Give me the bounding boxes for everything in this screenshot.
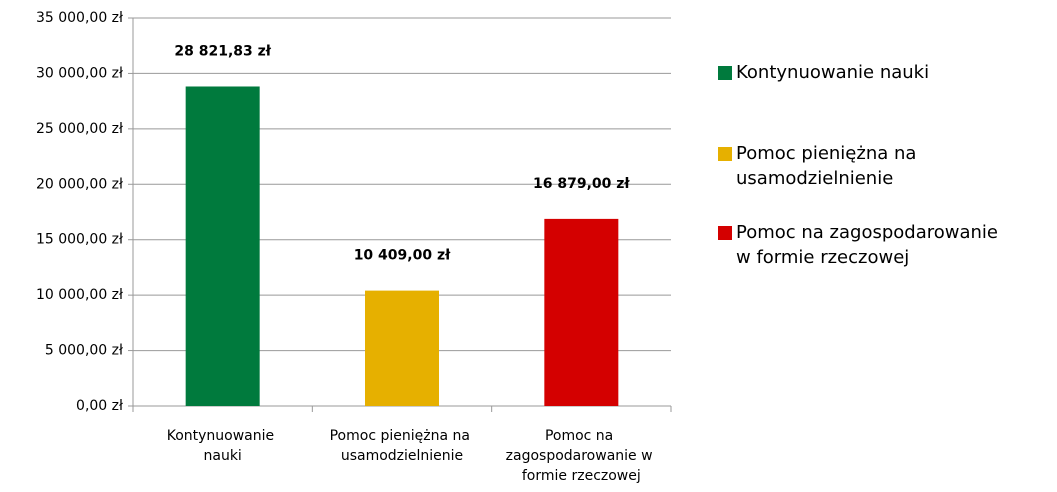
y-tick-label: 35 000,00 zł [36, 10, 123, 26]
y-tick-label: 25 000,00 zł [36, 121, 123, 137]
legend-label: Pomoc pieniężna na usamodzielnienie [736, 143, 922, 189]
y-tick-label: 5 000,00 zł [45, 343, 123, 359]
data-label: 16 879,00 zł [533, 176, 630, 192]
x-tick-label: Kontynuowanie nauki [167, 428, 279, 464]
y-tick-label: 20 000,00 zł [36, 176, 123, 192]
legend-swatch [718, 226, 732, 240]
data-label: 10 409,00 zł [354, 248, 451, 264]
bar [185, 86, 260, 406]
bar [365, 290, 439, 406]
bar [544, 218, 619, 406]
y-tick-label: 30 000,00 zł [36, 65, 123, 81]
y-tick-label: 0,00 zł [76, 398, 123, 414]
x-tick-label: Pomoc pieniężna na usamodzielnienie [330, 428, 475, 464]
legend-label: Pomoc na zagospodarowanie w formie rzecz… [736, 222, 1004, 268]
x-tick-label: Pomoc na zagospodarowanie w formie rzecz… [506, 428, 657, 484]
data-label: 28 821,83 zł [174, 43, 271, 59]
legend-swatch [718, 147, 732, 161]
legend-swatch [718, 66, 732, 80]
y-tick-label: 15 000,00 zł [36, 232, 123, 248]
legend-label: Kontynuowanie nauki [736, 62, 929, 83]
y-tick-label: 10 000,00 zł [36, 287, 123, 303]
